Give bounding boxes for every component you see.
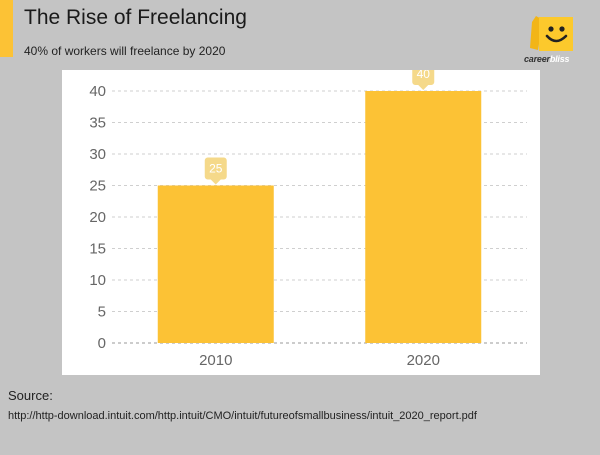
data-label: 25 xyxy=(209,162,223,176)
y-tick-label: 25 xyxy=(89,178,106,195)
logo-word-career: career xyxy=(524,54,550,64)
x-tick-label: 2020 xyxy=(407,352,440,369)
data-label: 40 xyxy=(417,70,431,81)
chart-panel: 0 5 10 15 20 25 30 35 40 25 2010 40 2020 xyxy=(62,70,540,375)
title-accent-bar xyxy=(0,0,13,57)
source-url[interactable]: http://http-download.intuit.com/http.int… xyxy=(8,410,477,422)
data-label-badge xyxy=(204,157,227,185)
y-tick-label: 30 xyxy=(89,146,106,163)
y-tick-label: 0 xyxy=(98,335,106,352)
y-tick-label: 35 xyxy=(89,115,106,132)
y-tick-label: 40 xyxy=(89,83,106,100)
smiley-face-icon xyxy=(530,16,573,51)
x-tick-label: 2010 xyxy=(199,352,232,369)
y-tick-label: 20 xyxy=(89,209,106,226)
bar xyxy=(365,91,482,343)
bar-chart: 0 5 10 15 20 25 30 35 40 25 2010 40 2020 xyxy=(89,70,527,369)
y-tick-label: 5 xyxy=(98,304,106,321)
page-title: The Rise of Freelancing xyxy=(24,6,247,29)
y-tick-label: 10 xyxy=(89,272,106,289)
data-label-badge xyxy=(412,70,435,90)
logo-word-bliss: bliss xyxy=(549,54,570,64)
bar xyxy=(157,185,274,343)
page-subtitle: 40% of workers will freelance by 2020 xyxy=(24,44,226,58)
source-label: Source: xyxy=(8,388,53,403)
y-tick-label: 15 xyxy=(89,241,106,258)
logo-wordmark: careerbliss xyxy=(524,54,570,64)
careerbliss-logo[interactable]: careerbliss xyxy=(524,14,592,70)
